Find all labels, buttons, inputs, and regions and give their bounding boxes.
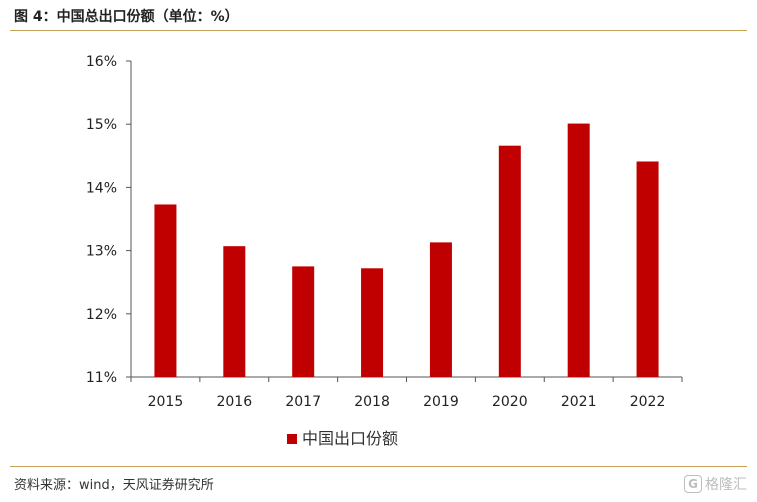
watermark: G 格隆汇 [684, 473, 747, 495]
y-tick-label: 13% [86, 244, 117, 260]
bar-2015 [154, 204, 177, 377]
x-tick-label: 2019 [423, 394, 459, 410]
x-tick-label: 2015 [148, 394, 184, 410]
y-tick-label: 12% [86, 307, 117, 323]
x-tick-label: 2021 [561, 394, 597, 410]
legend-label: 中国出口份额 [302, 429, 398, 448]
legend: 中国出口份额 [287, 429, 398, 448]
bar-2020 [498, 145, 521, 377]
source-note: 资料来源：wind，天风证券研究所 [14, 478, 214, 493]
bar-2021 [567, 123, 590, 378]
x-tick-label: 2022 [630, 394, 666, 410]
figure-title: 图 4：中国总出口份额（单位：%） [14, 9, 239, 25]
x-tick-label: 2016 [216, 394, 252, 410]
bar-2017 [292, 266, 315, 377]
x-tick-label: 2020 [492, 394, 528, 410]
y-axis: 11% 12% 13% 14% 15% 16% [86, 54, 132, 386]
bar-2016 [223, 246, 246, 377]
bar-2019 [429, 242, 452, 377]
bar-chart: 11%12%13%14%15%16% 2015 2016 2017 2018 2019 2… [86, 54, 683, 448]
bar-series [154, 123, 659, 378]
bottom-divider [10, 466, 747, 467]
watermark-logo-icon: G [684, 475, 702, 493]
y-tick-label: 15% [86, 117, 117, 133]
x-axis: 2015 2016 2017 2018 2019 2020 2021 2022 [130, 376, 683, 410]
legend-swatch [287, 434, 297, 444]
x-tick-label: 2018 [354, 394, 390, 410]
y-tick-label: 11% [86, 370, 117, 386]
top-divider [10, 30, 747, 31]
bar-2018 [361, 268, 384, 377]
watermark-text: 格隆汇 [705, 477, 747, 493]
y-tick-label: 16% [86, 54, 117, 70]
y-tick-label: 14% [86, 180, 117, 196]
x-tick-label: 2017 [285, 394, 321, 410]
bar-2022 [636, 161, 659, 377]
